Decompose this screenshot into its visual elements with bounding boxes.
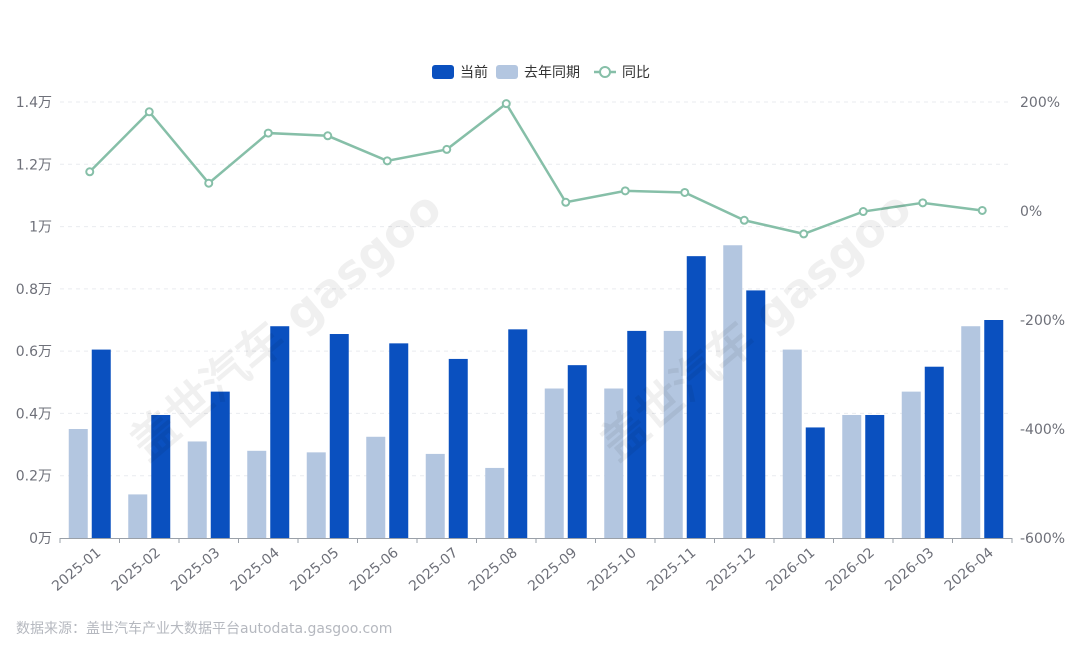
bar-current: [389, 343, 409, 538]
x-tick-label: 2025-05: [287, 545, 342, 595]
x-tick-label: 2026-02: [823, 545, 878, 595]
x-tick-label: 2025-08: [466, 545, 521, 595]
yoy-point: [204, 178, 214, 188]
y-left-tick-label: 0.4万: [16, 406, 52, 422]
bar-last-year: [961, 326, 981, 538]
bar-current: [329, 334, 349, 538]
x-tick-label: 2026-03: [882, 545, 937, 595]
x-tick-label: 2025-10: [585, 545, 640, 595]
yoy-point: [263, 128, 273, 138]
y-left-tick-label: 0.8万: [16, 282, 52, 298]
y-right-tick-label: -600%: [1020, 531, 1065, 547]
bar-last-year: [782, 349, 802, 538]
bar-last-year: [544, 388, 564, 538]
bar-last-year: [68, 429, 88, 538]
legend-label-current: 当前: [460, 64, 488, 81]
yoy-point: [918, 198, 928, 208]
bar-current: [686, 256, 706, 538]
yoy-point: [442, 144, 452, 154]
bar-current: [270, 326, 290, 538]
bar-last-year: [187, 441, 207, 538]
y-left-tick-label: 1.2万: [16, 157, 52, 173]
y-left-tick-label: 1万: [29, 220, 52, 236]
x-tick-label: 2025-04: [228, 545, 283, 595]
bar-last-year: [425, 453, 445, 538]
bar-current: [627, 330, 647, 538]
legend-label-yoy: 同比: [622, 65, 650, 81]
yoy-point: [382, 156, 392, 166]
bar-last-year: [604, 388, 624, 538]
yoy-point: [323, 131, 333, 141]
bar-current: [91, 349, 111, 538]
legend-label-last-year: 去年同期: [524, 65, 580, 81]
bar-current: [448, 358, 468, 538]
bar-last-year: [366, 436, 386, 538]
bar-last-year: [842, 414, 862, 538]
bar-current: [924, 366, 944, 538]
yoy-point: [620, 186, 630, 196]
bar-current: [567, 365, 587, 538]
y-right-tick-label: 0%: [1020, 204, 1042, 220]
y-right-tick-label: 200%: [1020, 95, 1060, 111]
legend-swatch-last-year: [496, 65, 518, 79]
x-tick-label: 2025-07: [406, 545, 461, 595]
yoy-point: [977, 205, 987, 215]
yoy-point: [501, 99, 511, 109]
y-left-tick-label: 0万: [29, 531, 52, 547]
x-tick-label: 2025-01: [49, 545, 104, 595]
y-left-tick-label: 0.2万: [16, 469, 52, 485]
y-right-tick-label: -400%: [1020, 422, 1065, 438]
yoy-line: [88, 101, 983, 236]
bar-last-year: [128, 494, 148, 538]
legend-swatch-yoy-marker: [599, 66, 611, 78]
legend-swatch-current: [432, 65, 454, 79]
x-tick-label: 2026-01: [763, 545, 818, 595]
yoy-point: [144, 107, 154, 117]
bar-last-year: [663, 330, 683, 538]
yoy-point: [680, 187, 690, 197]
x-tick-label: 2026-04: [942, 545, 997, 595]
x-tick-label: 2025-06: [347, 545, 402, 595]
y-left-tick-label: 0.6万: [16, 344, 52, 360]
y-right-tick-label: -200%: [1020, 313, 1065, 329]
yoy-point: [799, 229, 809, 239]
x-tick-label: 2025-09: [525, 545, 580, 595]
data-source-note: 数据来源：盖世汽车产业大数据平台autodata.gasgoo.com: [16, 621, 393, 637]
yoy-point: [561, 197, 571, 207]
x-tick-label: 2025-02: [109, 545, 164, 595]
yoy-point: [85, 167, 95, 177]
bar-last-year: [306, 452, 326, 538]
y-left-tick-label: 1.4万: [16, 95, 52, 111]
bar-current: [805, 427, 825, 538]
bar-current: [508, 329, 528, 538]
bar-last-year: [723, 245, 743, 538]
bar-current: [151, 414, 171, 538]
yoy-point: [858, 207, 868, 217]
bar-current: [746, 290, 766, 538]
bar-current: [210, 391, 230, 538]
x-tick-label: 2025-12: [704, 545, 759, 595]
bar-last-year: [901, 391, 921, 538]
bar-last-year: [485, 467, 505, 538]
bar-current: [984, 320, 1004, 538]
bar-last-year: [247, 450, 267, 538]
bar-current: [865, 414, 885, 538]
x-tick-label: 2025-03: [168, 545, 223, 595]
x-tick-label: 2025-11: [644, 545, 699, 595]
yoy-point: [739, 215, 749, 225]
